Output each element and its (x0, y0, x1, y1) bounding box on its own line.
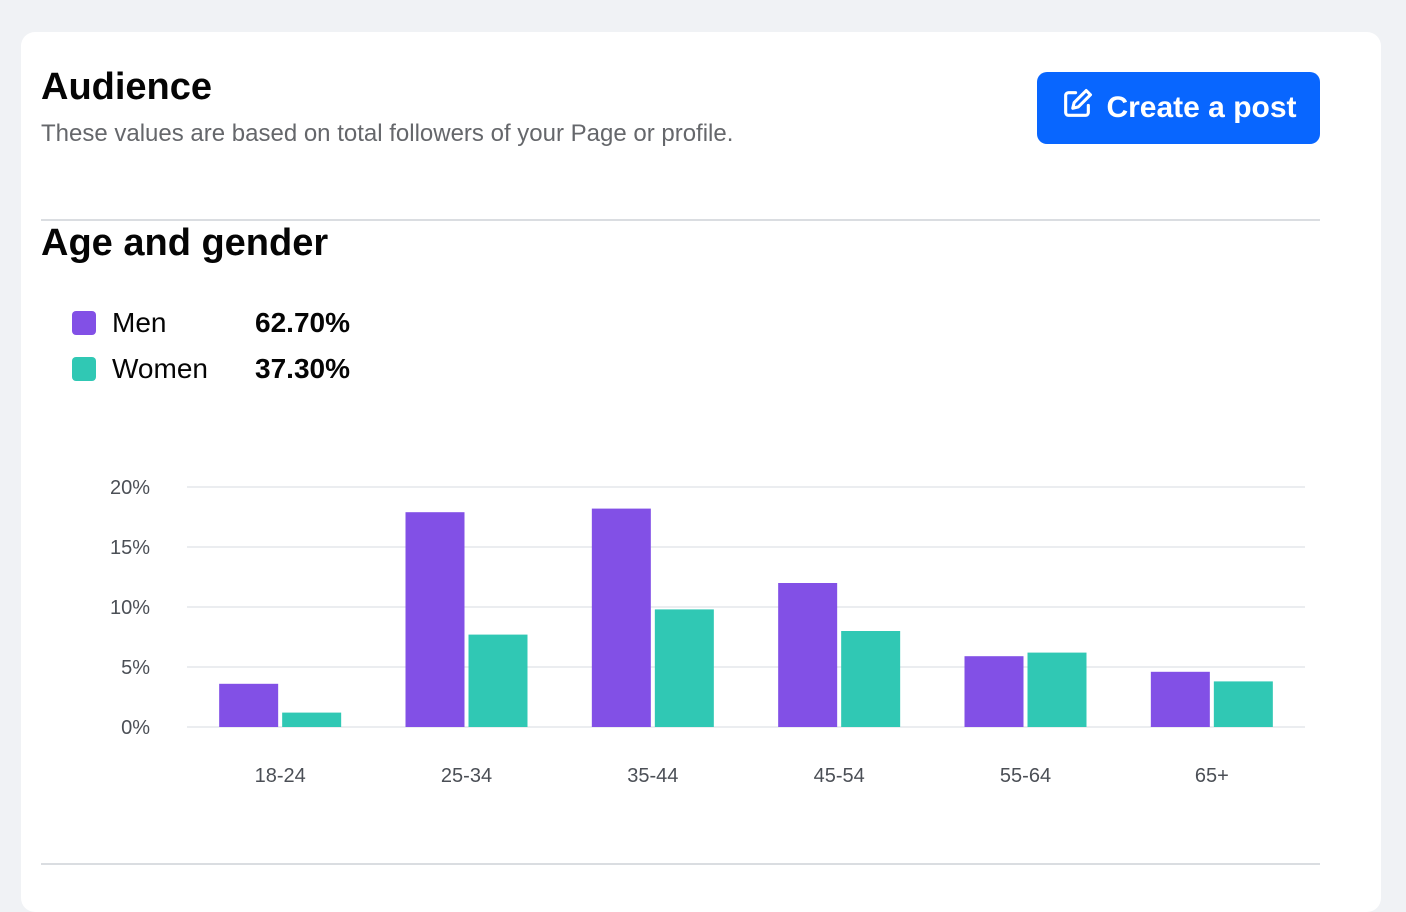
x-tick-label: 45-54 (814, 765, 865, 787)
bar-women-35-44 (654, 609, 714, 727)
bar-men-18-24 (219, 683, 279, 727)
create-post-label: Create a post (1106, 91, 1297, 124)
bar-men-25-34 (405, 512, 465, 727)
page-title: Audience (41, 66, 213, 108)
x-tick-label: 65+ (1195, 765, 1229, 787)
x-tick-label: 35-44 (627, 765, 678, 787)
men-swatch (72, 311, 96, 335)
legend-label: Men (112, 307, 167, 338)
legend-item-women: Women 37.30% (72, 346, 350, 392)
legend-item-men: Men 62.70% (72, 300, 350, 346)
page-subtitle: These values are based on total follower… (41, 120, 734, 147)
section-title: Age and gender (41, 222, 329, 264)
bar-women-25-34 (468, 634, 528, 727)
audience-card (21, 32, 1381, 912)
x-tick-label: 55-64 (1000, 765, 1051, 787)
y-tick-label: 20% (110, 477, 150, 499)
divider (41, 863, 1320, 865)
x-tick-label: 18-24 (255, 765, 306, 787)
y-tick-label: 5% (121, 657, 150, 679)
y-tick-label: 10% (110, 597, 150, 619)
age-gender-bar-chart: 0% 5% 10% 15% 20% 18-24 25-34 35-44 45-54 55-64 65… (110, 477, 1305, 787)
bar-women-18-24 (282, 712, 342, 727)
bar-men-45-54 (778, 583, 838, 727)
bar-men-55-64 (964, 656, 1024, 727)
y-tick-label: 0% (121, 717, 150, 739)
y-tick-label: 15% (110, 537, 150, 559)
bar-men-35-44 (591, 508, 651, 727)
legend-value: 62.70% (255, 307, 350, 338)
legend-label: Women (112, 353, 208, 384)
divider (41, 219, 1320, 221)
women-swatch (72, 357, 96, 381)
create-post-button[interactable]: Create a post (1037, 72, 1320, 144)
bar-women-55-64 (1027, 652, 1087, 727)
bar-women-65+ (1213, 681, 1273, 727)
bar-men-65+ (1150, 671, 1210, 727)
bar-women-45-54 (841, 631, 901, 727)
legend-value: 37.30% (255, 353, 350, 384)
edit-square-icon (1060, 87, 1094, 129)
chart-legend: Men 62.70% Women 37.30% (72, 300, 350, 392)
x-tick-label: 25-34 (441, 765, 492, 787)
